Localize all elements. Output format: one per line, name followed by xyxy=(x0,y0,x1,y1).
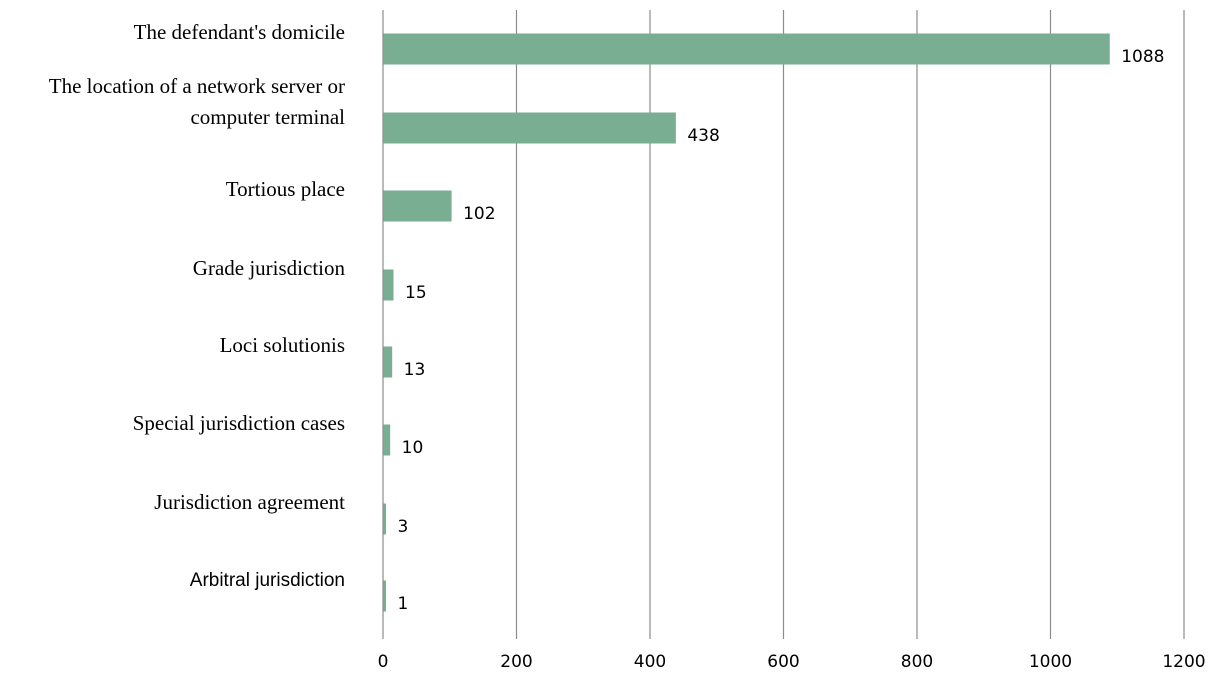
x-tick-label: 200 xyxy=(500,652,532,672)
x-tick-label: 400 xyxy=(634,652,666,672)
data-label: 15 xyxy=(405,283,427,303)
bar xyxy=(383,503,386,535)
data-label: 10 xyxy=(402,438,424,458)
category-label: Loci solutionis xyxy=(220,333,345,357)
x-tick-label: 800 xyxy=(901,652,933,672)
gridlines xyxy=(382,10,1185,639)
data-label: 1 xyxy=(398,594,409,614)
category-labels: The defendant's domicile The location of … xyxy=(49,20,346,591)
data-label: 438 xyxy=(687,126,719,146)
data-label: 1088 xyxy=(1121,47,1164,67)
x-tick-label: 600 xyxy=(767,652,799,672)
data-label: 13 xyxy=(404,360,426,380)
x-tick-label: 1200 xyxy=(1162,652,1205,672)
bar xyxy=(383,580,386,612)
data-label: 102 xyxy=(463,204,495,224)
category-label: The location of a network server or compu… xyxy=(49,74,345,129)
bar xyxy=(383,269,394,301)
bars xyxy=(383,33,1110,612)
category-label: Jurisdiction agreement xyxy=(154,490,345,514)
data-labels: 1088 438 102 15 13 10 3 1 xyxy=(398,47,1165,614)
data-label: 3 xyxy=(398,517,409,537)
category-label: Grade jurisdiction xyxy=(193,256,346,280)
x-tick-label: 1000 xyxy=(1029,652,1072,672)
x-tick-label: 0 xyxy=(378,652,389,672)
category-label: The defendant's domicile xyxy=(134,20,345,44)
category-label: Special jurisdiction cases xyxy=(133,411,345,435)
x-axis-tick-labels: 0 200 400 600 800 1000 1200 xyxy=(378,652,1206,672)
bar xyxy=(383,346,393,378)
bar xyxy=(383,424,391,456)
bar xyxy=(383,33,1110,65)
category-label: Arbitral jurisdiction xyxy=(190,570,345,591)
category-label: Tortious place xyxy=(226,177,345,201)
bar xyxy=(383,190,452,222)
bar xyxy=(383,112,676,144)
